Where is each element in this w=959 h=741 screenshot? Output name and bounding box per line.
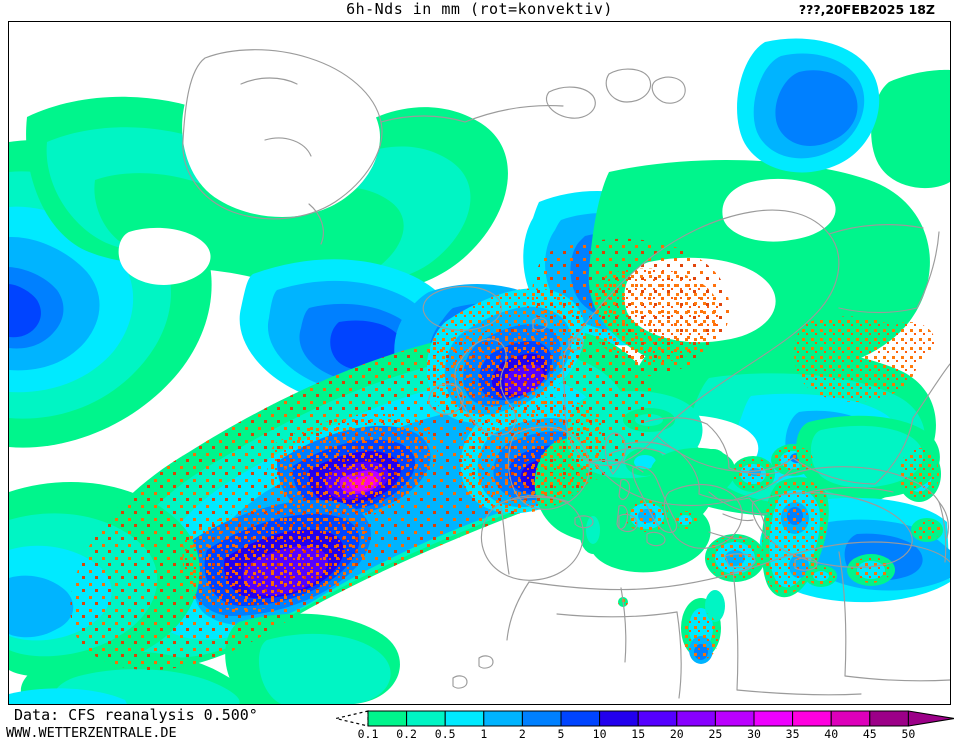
map-footer: Data: CFS reanalysis 0.500° WWW.WETTERZE… [0, 706, 959, 741]
colorbar-svg: 0.1 0.2 0.5 1 2 5 10 15 20 25 30 35 40 45 50 [335, 710, 954, 741]
colorbar-tick-label: 20 [670, 727, 684, 741]
colorbar-swatch [367, 710, 408, 727]
map-canvas[interactable] [8, 21, 951, 705]
map-header: 6h-Nds in mm (rot=konvektiv) ???,20FEB20… [0, 0, 959, 21]
page-title: 6h-Nds in mm (rot=konvektiv) [346, 0, 613, 18]
colorbar-swatch [599, 710, 639, 727]
colorbar-swatch [483, 710, 523, 727]
colorbar-tick-label: 10 [593, 727, 607, 741]
colorbar-tick-label: 40 [824, 727, 838, 741]
website-label: WWW.WETTERZENTRALE.DE [6, 725, 177, 741]
colorbar-tick-label: 1 [480, 727, 487, 741]
precipitation-field [9, 22, 950, 704]
colorbar-tick-label: 25 [708, 727, 722, 741]
colorbar-swatch [792, 710, 832, 727]
colorbar-tick-label: 5 [558, 727, 565, 741]
colorbar-swatch [444, 710, 485, 727]
colorbar-swatch [830, 710, 871, 727]
colorbar-tick-label: 30 [747, 727, 761, 741]
colorbar-tick-label: 35 [786, 727, 800, 741]
colorbar-tick-label: 45 [863, 727, 877, 741]
colorbar-under-wedge [335, 710, 369, 727]
data-source-label: Data: CFS reanalysis 0.500° [14, 706, 258, 724]
colorbar-tick-label: 0.5 [435, 727, 456, 741]
colorbar-swatch [521, 710, 562, 727]
colorbar-swatch [637, 710, 678, 727]
convective-overlay [70, 238, 941, 671]
colorbar-swatch [869, 710, 909, 727]
colorbar-tick-label: 15 [631, 727, 645, 741]
colorbar-tick-label: 2 [519, 727, 526, 741]
colorbar-tick-label: 0.2 [396, 727, 417, 741]
valid-time-label: ???,20FEB2025 18Z [798, 2, 935, 17]
colorbar-tick-label: 0.1 [358, 727, 379, 741]
colorbar-swatch [560, 710, 601, 727]
colorbar-over-arrow [907, 710, 954, 727]
colorbar-swatch [753, 710, 794, 727]
colorbar-tick-label: 50 [901, 727, 915, 741]
colorbar-swatch [714, 710, 755, 727]
colorbar-swatch [406, 710, 446, 727]
colorbar-legend: 0.1 0.2 0.5 1 2 5 10 15 20 25 30 35 40 45 50 [334, 709, 954, 741]
coastlines [182, 49, 950, 699]
colorbar-swatch [676, 710, 716, 727]
